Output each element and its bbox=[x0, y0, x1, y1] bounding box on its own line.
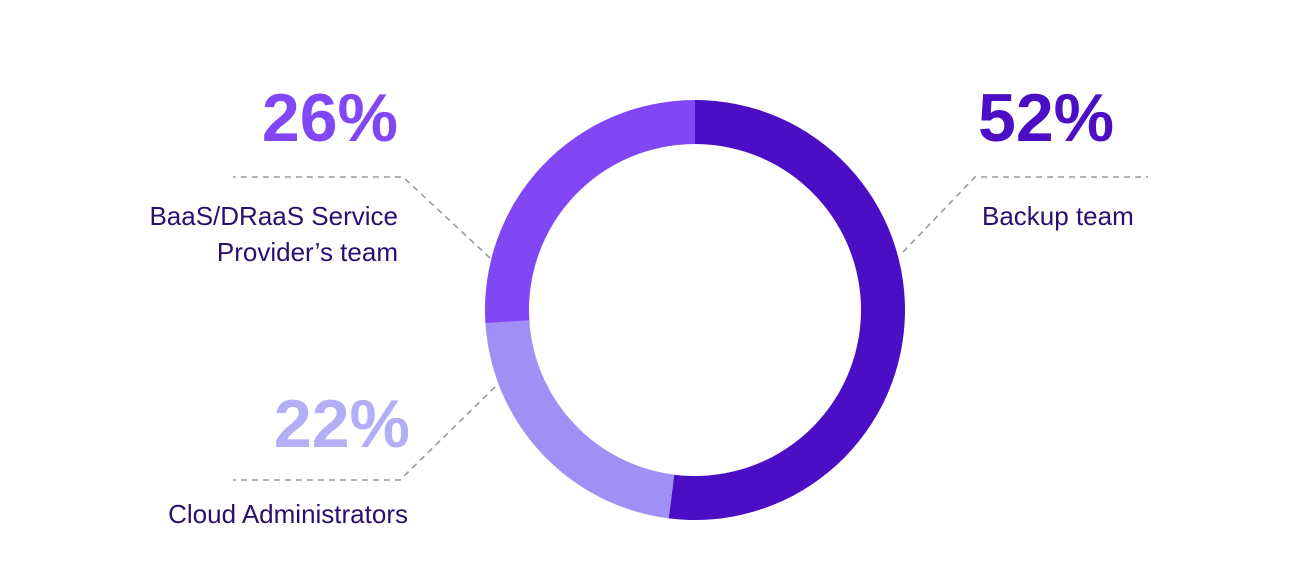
category-label: BaaS/DRaaS Service Provider’s team bbox=[149, 201, 398, 267]
leader-line bbox=[233, 176, 491, 259]
leader-line bbox=[233, 386, 496, 481]
category-label: Cloud Administrators bbox=[168, 499, 408, 529]
donut-segment bbox=[668, 100, 905, 520]
value-label: 52% bbox=[978, 80, 1115, 156]
donut-segment bbox=[485, 320, 675, 519]
leader-line bbox=[902, 176, 1148, 253]
value-label: 26% bbox=[261, 80, 398, 156]
category-label: Backup team bbox=[982, 201, 1134, 231]
value-label: 22% bbox=[273, 386, 410, 462]
donut-segment bbox=[485, 100, 695, 324]
